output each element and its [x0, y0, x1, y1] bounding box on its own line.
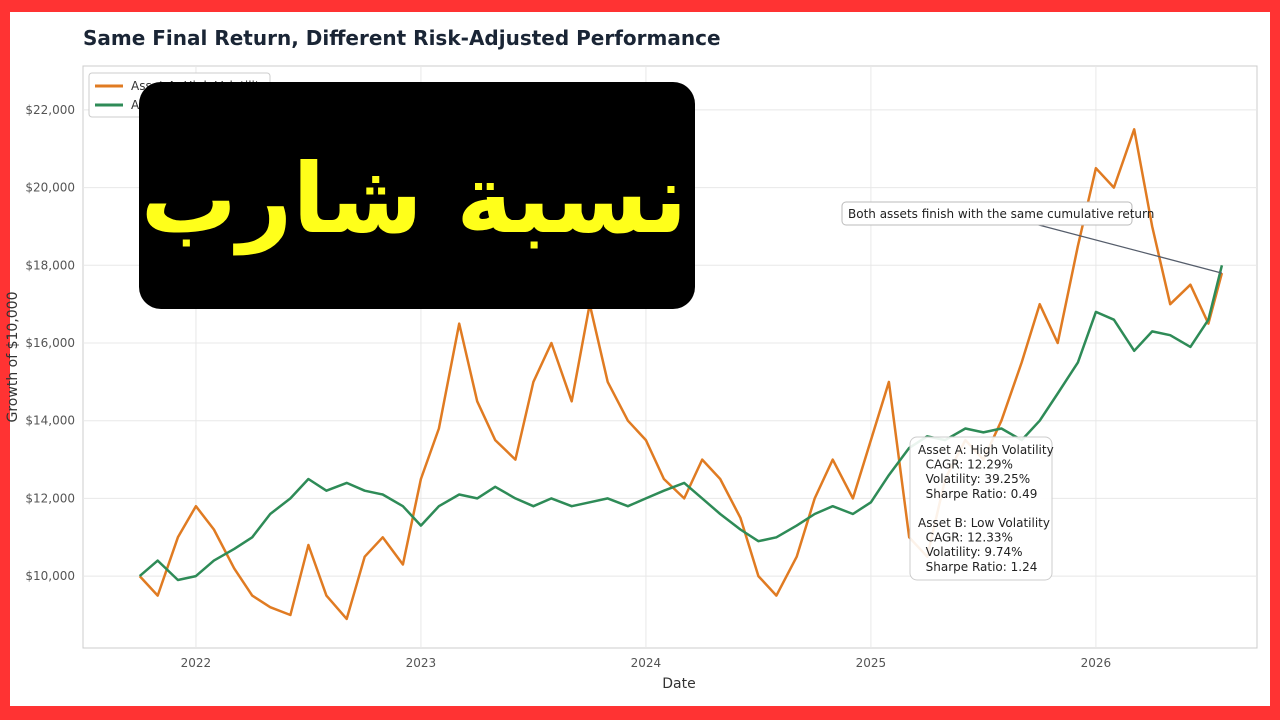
stats-line: CAGR: 12.29% [918, 458, 1013, 472]
overlay-layer: نسبة شارب [139, 82, 695, 309]
annotation-arrow [1034, 223, 1223, 274]
y-tick-label: $22,000 [25, 103, 75, 117]
y-axis-label: Growth of $10,000 [5, 292, 21, 423]
overlay-text: نسبة شارب [141, 143, 688, 255]
stats-line: Sharpe Ratio: 0.49 [918, 487, 1037, 501]
series-line [138, 128, 1224, 621]
stats-line: Volatility: 39.25% [918, 472, 1030, 486]
x-axis-label: Date [662, 676, 695, 692]
y-tick-label: $10,000 [25, 569, 75, 583]
annotation-box [841, 201, 1133, 226]
series-line [138, 264, 1224, 582]
x-tick-label: 2026 [1081, 656, 1112, 670]
stats-line: Asset A: High Volatility [918, 443, 1054, 457]
annotation-text: Both assets finish with the same cumulat… [848, 207, 1154, 221]
stats-box [909, 436, 1053, 581]
y-tick-label: $16,000 [25, 336, 75, 350]
stats-line: Volatility: 9.74% [918, 545, 1023, 559]
y-tick-label: $14,000 [25, 414, 75, 428]
x-tick-label: 2024 [631, 656, 662, 670]
x-tick-label: 2023 [406, 656, 437, 670]
chart-title: Same Final Return, Different Risk-Adjust… [83, 26, 721, 50]
y-tick-label: $18,000 [25, 258, 75, 272]
plot-area [82, 65, 1258, 649]
stats-line: Asset B: Low Volatility [918, 516, 1050, 530]
stats-line: CAGR: 12.33% [918, 531, 1013, 545]
stats-line: Sharpe Ratio: 1.24 [918, 560, 1037, 574]
overlay-box [139, 82, 695, 309]
y-tick-label: $20,000 [25, 181, 75, 195]
y-tick-label: $12,000 [25, 491, 75, 505]
x-tick-label: 2025 [856, 656, 887, 670]
x-tick-label: 2022 [181, 656, 212, 670]
